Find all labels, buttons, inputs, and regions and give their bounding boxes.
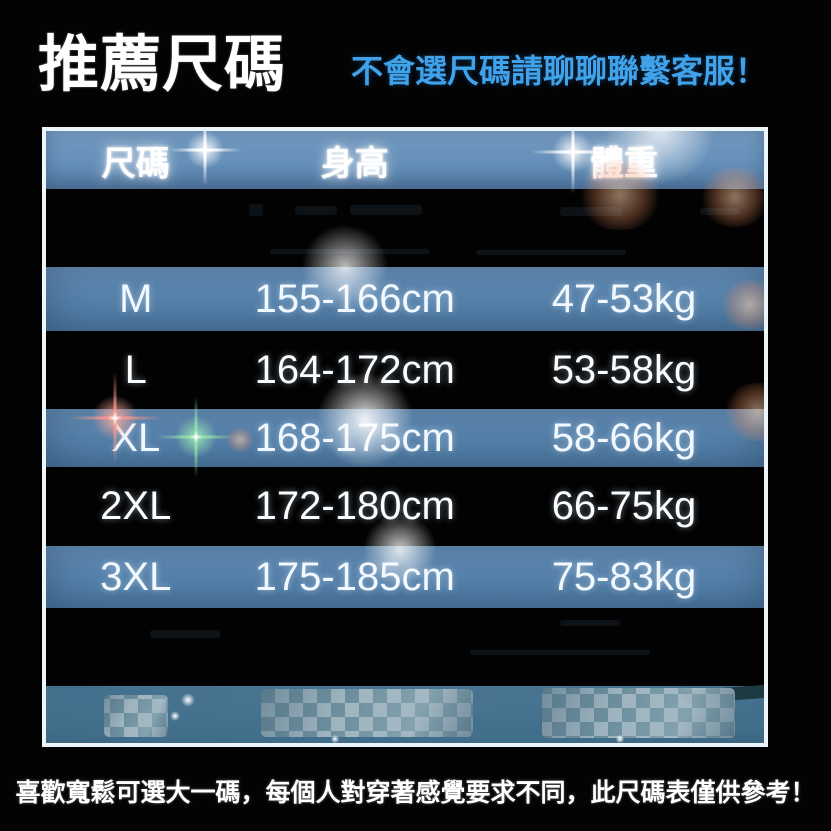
ghost-mark <box>560 620 620 626</box>
size-cell: XL <box>111 415 161 460</box>
height-cell: 172-180cm <box>254 484 455 528</box>
height-cell: 155-166cm <box>254 276 455 321</box>
size-row-xl: XL 168-175cm 58-66kg <box>46 409 764 467</box>
weight-cell: 75-83kg <box>551 554 697 599</box>
height-cell: 168-175cm <box>254 415 455 460</box>
ghost-mark <box>249 204 263 216</box>
page-title: 推薦尺碼 <box>38 30 287 98</box>
header-cell-height: 身高 <box>320 144 389 183</box>
ghost-mark <box>560 207 622 216</box>
size-table: 尺碼 身高 體重 M 155-166cm 47-53kg L 164-172cm… <box>42 127 768 747</box>
header-cell-size: 尺碼 <box>101 144 170 183</box>
weight-cell: 58-66kg <box>551 415 697 460</box>
ghost-mark <box>470 650 650 655</box>
ghost-mark <box>150 630 220 638</box>
footnote: 喜歡寬鬆可選大一碼，每個人對穿著感覺要求不同，此尺碼表僅供參考！ <box>15 779 816 807</box>
censored-row <box>46 189 764 267</box>
mosaic-censor-block <box>542 688 735 738</box>
censored-row <box>46 608 764 686</box>
mosaic-censor-block <box>104 695 168 737</box>
mosaic-censor-block <box>261 689 473 737</box>
weight-cell: 66-75kg <box>551 484 697 528</box>
size-cell: L <box>124 347 147 392</box>
weight-cell: 47-53kg <box>551 276 697 321</box>
ghost-mark <box>476 250 626 255</box>
table-header-row: 尺碼 身高 體重 <box>46 131 764 189</box>
ghost-mark <box>350 205 422 215</box>
size-row-l: L 164-172cm 53-58kg <box>46 331 764 409</box>
size-cell: M <box>119 276 153 321</box>
size-cell: 3XL <box>100 554 172 599</box>
size-cell: 2XL <box>100 484 172 528</box>
weight-cell: 53-58kg <box>551 347 697 392</box>
height-cell: 164-172cm <box>254 347 455 392</box>
size-row-m: M 155-166cm 47-53kg <box>46 267 764 331</box>
contact-service-note: 不會選尺碼請聊聊聯繫客服！ <box>351 53 768 89</box>
size-row-2xl: 2XL 172-180cm 66-75kg <box>46 467 764 546</box>
ghost-mark <box>270 249 430 254</box>
height-cell: 175-185cm <box>254 554 455 599</box>
size-row-3xl: 3XL 175-185cm 75-83kg <box>46 546 764 608</box>
ghost-mark <box>700 208 740 215</box>
ghost-mark <box>295 206 337 215</box>
header-cell-weight: 體重 <box>589 144 658 183</box>
